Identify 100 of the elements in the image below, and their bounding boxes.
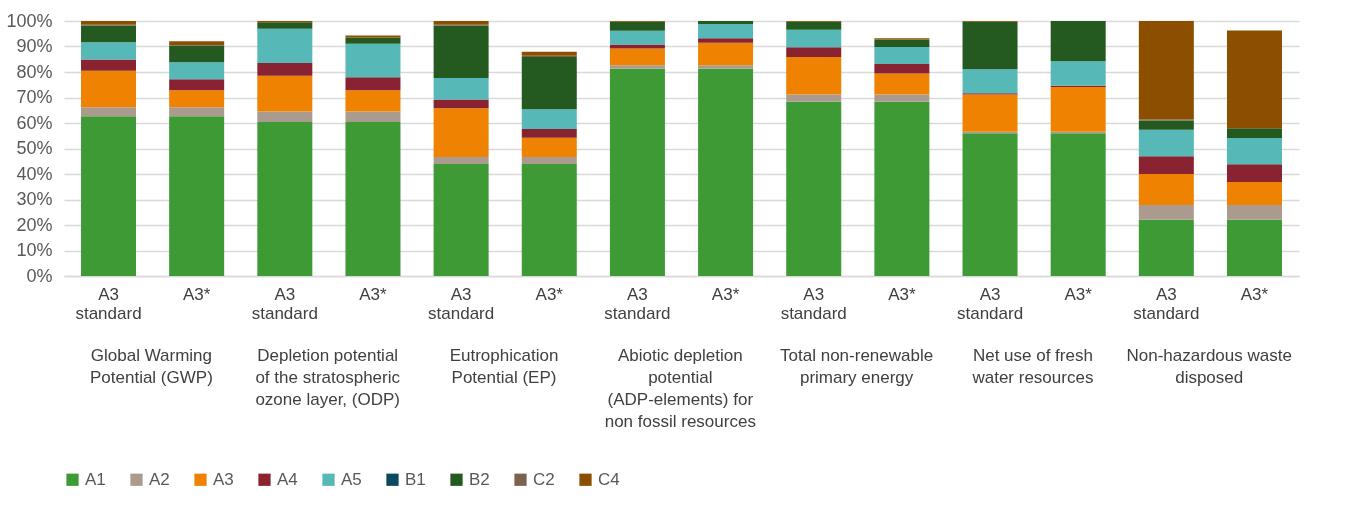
- x-tick-label: A3*: [1064, 284, 1093, 304]
- bar: [698, 38, 754, 43]
- bar: [962, 69, 1018, 94]
- bar: [874, 39, 930, 48]
- bar: [81, 25, 137, 43]
- bar: [521, 156, 577, 165]
- y-tick-label: 40%: [16, 163, 53, 184]
- x-tick-label: A3 standard: [75, 284, 142, 323]
- legend-label: A3: [213, 469, 234, 489]
- bar: [698, 24, 754, 39]
- bar: [169, 116, 225, 276]
- bar: [1138, 21, 1194, 120]
- x-tick-label: A3*: [182, 284, 211, 304]
- bar: [433, 164, 489, 276]
- bar: [345, 90, 401, 112]
- bar: [81, 70, 137, 108]
- bar: [698, 65, 754, 69]
- y-tick-label: 80%: [16, 61, 53, 82]
- text: Abiotic depletion potential (ADP-elements) for non fossil resources: [604, 346, 756, 431]
- bar: [786, 21, 842, 30]
- bar: [257, 22, 313, 29]
- bar: [521, 137, 577, 157]
- bar: [1226, 138, 1282, 165]
- bar: [1226, 30, 1282, 129]
- y-tick-label: 90%: [16, 36, 53, 56]
- bar: [874, 73, 930, 95]
- legend-label: B1: [405, 469, 426, 489]
- legend-label: A2: [149, 469, 170, 489]
- y-tick-label: 10%: [16, 240, 53, 260]
- bar: [786, 94, 842, 102]
- bar: [874, 47, 930, 65]
- x-tick-label: A3 standard: [956, 284, 1024, 323]
- bar: [609, 44, 665, 49]
- y-tick-label: 50%: [16, 138, 53, 158]
- x-tick-label: A3*: [535, 284, 564, 304]
- bar: [433, 78, 489, 100]
- bar: [609, 48, 665, 66]
- bar: [962, 21, 1018, 70]
- legend-label: C4: [598, 469, 620, 489]
- bar: [257, 121, 313, 276]
- bar: [1050, 87, 1106, 132]
- bar: [786, 47, 842, 57]
- bar: [874, 64, 930, 74]
- legend-label: A4: [277, 469, 298, 489]
- bar: [962, 94, 1018, 132]
- bar: [257, 111, 313, 122]
- bar: [345, 43, 401, 78]
- bar: [698, 21, 754, 25]
- bar: [1226, 164, 1282, 182]
- text: Net use of fresh water resources: [971, 346, 1094, 387]
- bar: [786, 101, 842, 276]
- bar: [1138, 219, 1194, 276]
- y-tick-label: 30%: [16, 189, 53, 209]
- bar: [169, 79, 225, 91]
- text: Total non-renewable primary energy: [780, 346, 934, 387]
- x-tick-label: A3 standard: [251, 284, 318, 323]
- bar: [609, 21, 665, 31]
- bar: [433, 99, 489, 109]
- bar: [345, 121, 401, 276]
- legend-label: A5: [341, 469, 362, 489]
- bar: [433, 156, 489, 165]
- bar: [433, 25, 489, 79]
- bar: [786, 29, 842, 48]
- bar: [1050, 21, 1106, 62]
- x-tick-label: A3 standard: [780, 284, 847, 323]
- bar: [257, 75, 313, 112]
- text: Eutrophication Potential (EP): [449, 346, 559, 387]
- bar: [1226, 181, 1282, 206]
- y-tick-label: 20%: [16, 214, 53, 235]
- bar: [257, 63, 313, 76]
- bar: [1050, 133, 1106, 276]
- bar: [169, 107, 225, 117]
- bar: [521, 129, 577, 138]
- bar: [169, 62, 225, 80]
- bar: [609, 30, 665, 45]
- text: Non-hazardous waste disposed: [1126, 346, 1292, 387]
- bar: [345, 37, 401, 44]
- bar: [81, 59, 137, 71]
- bar: [962, 133, 1018, 276]
- bar: [521, 109, 577, 130]
- x-tick-label: A3*: [711, 284, 740, 304]
- bar: [1138, 129, 1194, 157]
- y-tick-label: 60%: [16, 112, 53, 133]
- legend-label: B2: [469, 469, 490, 489]
- bar: [609, 68, 665, 276]
- x-tick-label: A3*: [888, 284, 916, 304]
- y-tick-label: 70%: [16, 87, 53, 107]
- legend-label: C2: [533, 469, 555, 489]
- x-tick-label: A3 standard: [1133, 284, 1200, 323]
- bar: [345, 77, 401, 91]
- bar: [874, 94, 930, 102]
- bar: [1226, 219, 1282, 276]
- bar: [698, 42, 754, 66]
- legend-label: A1: [85, 469, 106, 489]
- bar: [609, 65, 665, 69]
- x-tick-label: A3 standard: [604, 284, 671, 323]
- bar: [521, 56, 577, 110]
- bar: [874, 101, 930, 276]
- bar: [345, 111, 401, 122]
- y-tick-label: 100%: [6, 10, 53, 31]
